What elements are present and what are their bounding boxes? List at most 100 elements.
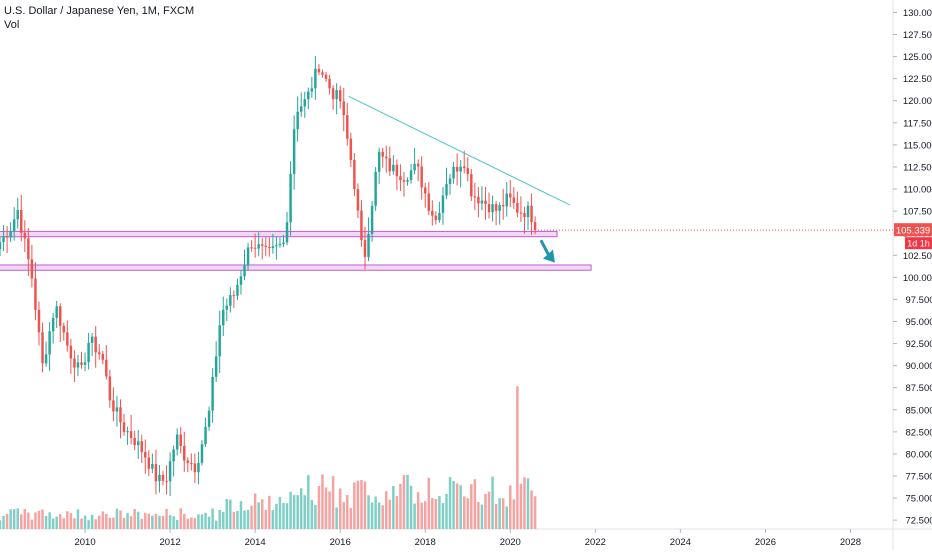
volume-bar	[214, 520, 218, 529]
countdown-tag-value: 1d 1h	[907, 239, 930, 249]
volume-bar	[487, 491, 491, 529]
y-tick-label: 92.500	[905, 339, 932, 350]
volume-bar	[119, 510, 122, 529]
candle-body	[175, 434, 179, 450]
volume-bar	[477, 501, 480, 529]
volume-bar	[473, 479, 477, 529]
volume-bar	[136, 511, 140, 529]
candle-body	[370, 205, 374, 235]
volume-bar	[314, 504, 317, 529]
volume-bar	[381, 505, 384, 529]
projection-arrow-shaft[interactable]	[539, 239, 551, 257]
candle-body	[80, 362, 83, 365]
candle-body	[239, 276, 243, 285]
volume-bar	[12, 509, 16, 529]
candle-body	[533, 222, 537, 231]
candle-body	[416, 163, 420, 167]
candle-body	[260, 244, 264, 246]
candle-body	[360, 210, 363, 240]
candle-body	[434, 215, 438, 221]
volume-bar	[73, 518, 76, 529]
candle-body	[204, 426, 207, 445]
candle-body	[299, 106, 303, 112]
candle-body	[264, 245, 268, 247]
candle-body	[41, 332, 44, 364]
volume-bar	[55, 516, 58, 529]
volume-bar	[44, 515, 48, 529]
volume-bar	[533, 496, 537, 529]
volume-bar	[168, 515, 172, 529]
volume-bar	[30, 519, 34, 529]
candle-body	[12, 219, 16, 231]
trendline[interactable]	[348, 95, 571, 206]
projection-arrow-head[interactable]	[542, 249, 555, 263]
candle-body	[147, 457, 151, 469]
x-axis: 2010 2012 2014 2016 2018 2020 2022 2024 2026 2028	[74, 529, 861, 548]
volume-bar	[232, 511, 236, 529]
candle-body	[9, 230, 12, 238]
x-tick-label: 2028	[840, 537, 861, 548]
volume-bar	[250, 505, 253, 529]
y-tick-label: 85.000	[905, 405, 932, 416]
candle-body	[406, 180, 409, 182]
candle-body	[161, 475, 165, 481]
candle-body	[20, 209, 23, 233]
candle-body	[122, 422, 126, 432]
volume-bar	[133, 509, 136, 529]
x-tick-label: 2012	[160, 537, 181, 548]
candle-body	[2, 236, 5, 243]
candle-body	[73, 358, 76, 368]
y-tick-label: 120.000	[903, 96, 932, 107]
candle-body	[455, 166, 459, 172]
volume-bar	[360, 479, 363, 529]
candle-body	[346, 115, 349, 139]
volume-bar	[353, 482, 356, 529]
volume-bar	[16, 508, 19, 529]
candle-body	[158, 475, 161, 482]
candle-body	[105, 359, 108, 377]
candle-body	[512, 197, 516, 203]
volume-bar	[0, 520, 2, 529]
support-zone[interactable]	[0, 264, 592, 271]
y-tick-label: 117.500	[903, 118, 932, 129]
volume-bar	[282, 502, 285, 529]
volume-bar	[480, 504, 484, 529]
volume-bar	[105, 513, 108, 529]
volume-bar	[434, 498, 438, 529]
volume-bar	[448, 477, 452, 529]
volume-bar	[34, 512, 37, 529]
y-tick-label: 77.500	[905, 472, 932, 483]
support-zone[interactable]	[0, 230, 558, 238]
volume-bar	[260, 499, 264, 529]
candle-body	[83, 362, 87, 365]
x-tick-label: 2018	[415, 537, 436, 548]
volume-bar	[498, 498, 501, 529]
candle-body	[505, 193, 508, 207]
volume-bar	[253, 493, 257, 529]
candle-body	[473, 196, 477, 198]
candle-body	[448, 178, 452, 185]
volume-bar	[66, 511, 69, 529]
candle-body	[200, 444, 204, 463]
candle-body	[441, 195, 445, 213]
volume-bar	[144, 512, 147, 529]
y-tick-label: 127.500	[903, 30, 932, 41]
candle-body	[331, 88, 335, 100]
volume-bar	[9, 509, 12, 529]
volume-bar	[406, 474, 409, 529]
volume-bar	[51, 518, 55, 529]
volume-bar	[271, 510, 275, 529]
volume-bar	[275, 503, 278, 529]
volume-bar	[197, 514, 200, 529]
volume-bar	[27, 512, 30, 529]
volume-bar	[243, 510, 246, 529]
candle-body	[385, 156, 388, 159]
volume-bar	[218, 509, 221, 529]
candle-body	[133, 437, 136, 446]
candle-body	[236, 284, 239, 296]
x-tick-label: 2024	[670, 537, 691, 548]
candle-body	[27, 238, 30, 260]
